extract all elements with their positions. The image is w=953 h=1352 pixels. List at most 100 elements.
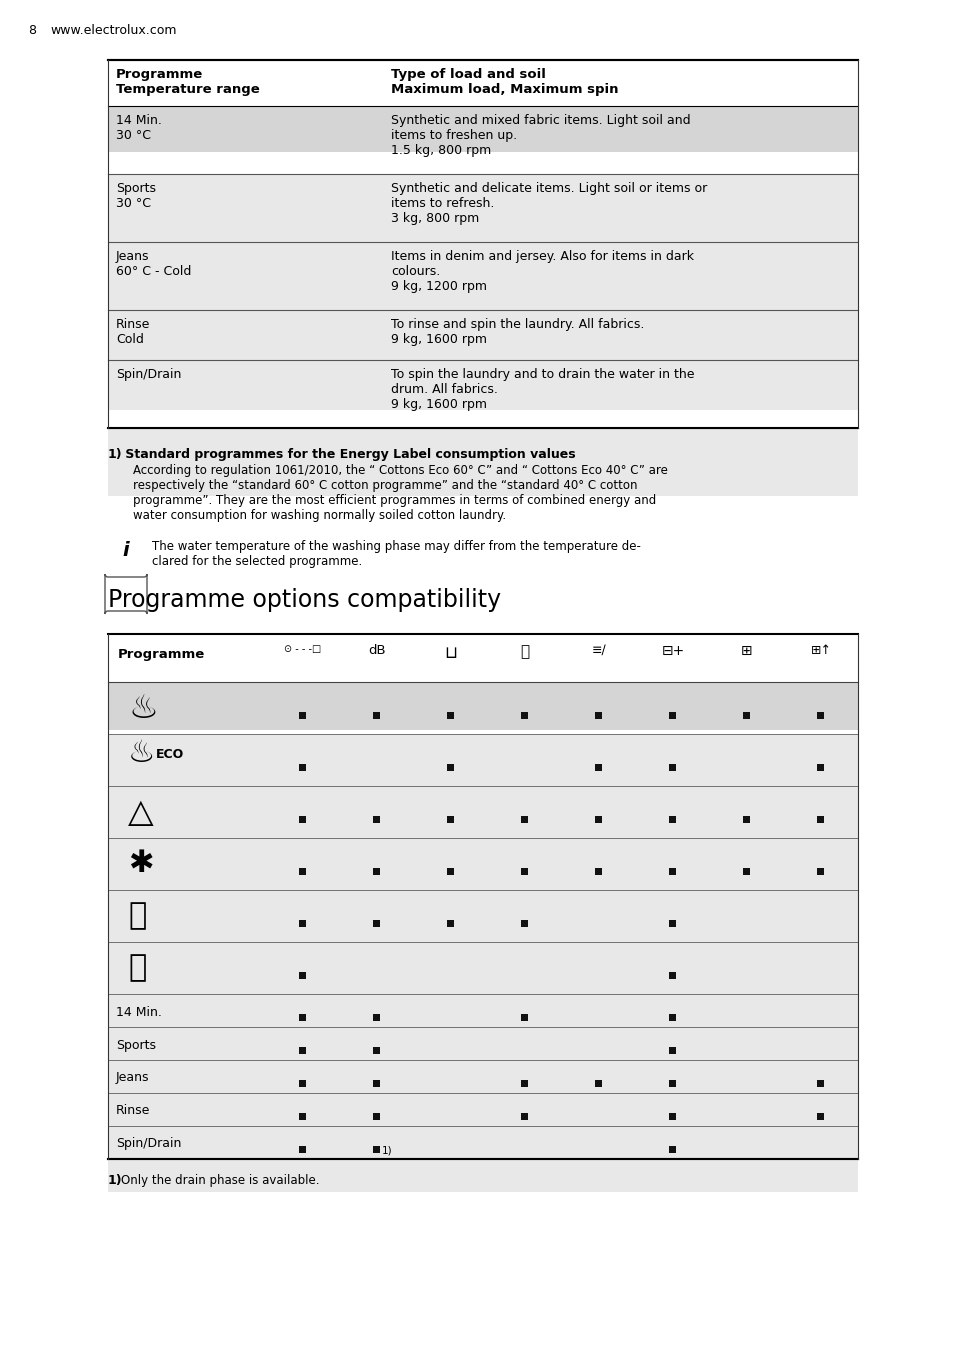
Text: To spin the laundry and to drain the water in the
drum. All fabrics.
9 kg, 1600 : To spin the laundry and to drain the wat… <box>391 368 694 411</box>
Bar <box>595 815 602 822</box>
Text: Synthetic and delicate items. Light soil or items or
items to refresh.
3 kg, 800: Synthetic and delicate items. Light soil… <box>391 183 706 224</box>
Bar <box>817 868 823 875</box>
Text: Sports
30 °C: Sports 30 °C <box>116 183 156 210</box>
Bar <box>669 1014 676 1021</box>
Bar <box>669 764 676 771</box>
Text: 1): 1) <box>108 1174 123 1187</box>
Text: Spin/Drain: Spin/Drain <box>116 1137 181 1151</box>
Bar <box>374 919 380 926</box>
Bar <box>108 1028 857 1060</box>
Bar <box>299 919 306 926</box>
Bar <box>299 1113 306 1119</box>
Bar <box>374 1113 380 1119</box>
Bar <box>108 105 857 151</box>
Bar <box>521 815 528 822</box>
Bar <box>521 1113 528 1119</box>
Bar <box>108 360 857 410</box>
Text: Items in denim and jersey. Also for items in dark
colours.
9 kg, 1200 rpm: Items in denim and jersey. Also for item… <box>391 250 693 293</box>
Text: The water temperature of the washing phase may differ from the temperature de-
c: The water temperature of the washing pha… <box>152 539 640 568</box>
Text: Rinse: Rinse <box>116 1105 151 1118</box>
Bar <box>374 1080 380 1087</box>
Text: Programme
Temperature range: Programme Temperature range <box>116 68 259 96</box>
Bar <box>108 890 857 942</box>
Bar <box>595 868 602 875</box>
Bar <box>669 972 676 979</box>
Bar <box>108 681 857 730</box>
Bar <box>817 711 823 718</box>
Bar <box>108 429 857 496</box>
Bar <box>299 1014 306 1021</box>
Bar <box>817 815 823 822</box>
Bar <box>817 1113 823 1119</box>
Bar <box>374 711 380 718</box>
Text: 1): 1) <box>381 1145 392 1156</box>
Bar <box>299 1080 306 1087</box>
Text: Only the drain phase is available.: Only the drain phase is available. <box>121 1174 319 1187</box>
Bar <box>374 1146 380 1153</box>
Text: Standard programmes for the Energy Label consumption values: Standard programmes for the Energy Label… <box>121 448 575 461</box>
Bar <box>669 1146 676 1153</box>
Text: ≡∕: ≡∕ <box>591 644 606 657</box>
Bar <box>108 174 857 242</box>
Text: Rinse
Cold: Rinse Cold <box>116 318 151 346</box>
Text: i: i <box>123 541 130 560</box>
Bar <box>299 972 306 979</box>
Bar <box>108 786 857 838</box>
Bar <box>108 1126 857 1159</box>
Bar <box>299 1146 306 1153</box>
Text: ⦾: ⦾ <box>128 902 146 930</box>
Bar <box>374 1046 380 1055</box>
Text: ⏱: ⏱ <box>520 644 529 658</box>
Text: www.electrolux.com: www.electrolux.com <box>50 24 176 37</box>
Text: ♨: ♨ <box>128 740 155 768</box>
Bar <box>521 919 528 926</box>
Bar <box>299 764 306 771</box>
Text: △: △ <box>128 795 153 829</box>
Bar <box>447 764 454 771</box>
FancyBboxPatch shape <box>105 575 147 614</box>
Text: ⊞↑: ⊞↑ <box>810 644 831 657</box>
Bar <box>669 868 676 875</box>
Bar <box>521 868 528 875</box>
Bar <box>374 815 380 822</box>
Bar <box>521 1080 528 1087</box>
Text: ⧉: ⧉ <box>128 953 146 983</box>
Text: 8: 8 <box>28 24 36 37</box>
Bar <box>595 1080 602 1087</box>
Bar <box>108 942 857 994</box>
Text: ⊔: ⊔ <box>444 644 457 662</box>
Bar <box>108 838 857 890</box>
Bar <box>669 815 676 822</box>
Bar <box>521 711 528 718</box>
Text: ⊟+: ⊟+ <box>660 644 684 658</box>
Bar <box>669 1080 676 1087</box>
Bar <box>374 868 380 875</box>
Bar <box>669 919 676 926</box>
Bar <box>108 1092 857 1126</box>
Bar <box>374 1014 380 1021</box>
Bar <box>742 868 750 875</box>
Bar <box>108 242 857 310</box>
Bar <box>669 1046 676 1055</box>
Bar <box>817 1080 823 1087</box>
Bar <box>299 1046 306 1055</box>
Text: Programme options compatibility: Programme options compatibility <box>108 588 500 612</box>
Bar <box>108 310 857 379</box>
Text: ♨: ♨ <box>128 691 157 725</box>
Bar <box>447 815 454 822</box>
Bar <box>742 815 750 822</box>
Bar <box>299 815 306 822</box>
Bar <box>669 1113 676 1119</box>
Bar <box>108 994 857 1046</box>
Text: ⊞: ⊞ <box>740 644 752 658</box>
Bar <box>108 734 857 786</box>
Text: ✱: ✱ <box>128 849 153 879</box>
Bar <box>108 1159 857 1192</box>
Text: Spin/Drain: Spin/Drain <box>116 368 181 381</box>
Bar <box>299 868 306 875</box>
Text: ⊙ - - -□: ⊙ - - -□ <box>284 644 321 654</box>
Bar <box>595 711 602 718</box>
Text: 1): 1) <box>108 448 123 461</box>
Text: According to regulation 1061/2010, the “ Cottons Eco 60° C” and “ Cottons Eco 40: According to regulation 1061/2010, the “… <box>132 464 667 522</box>
Bar <box>108 1060 857 1092</box>
